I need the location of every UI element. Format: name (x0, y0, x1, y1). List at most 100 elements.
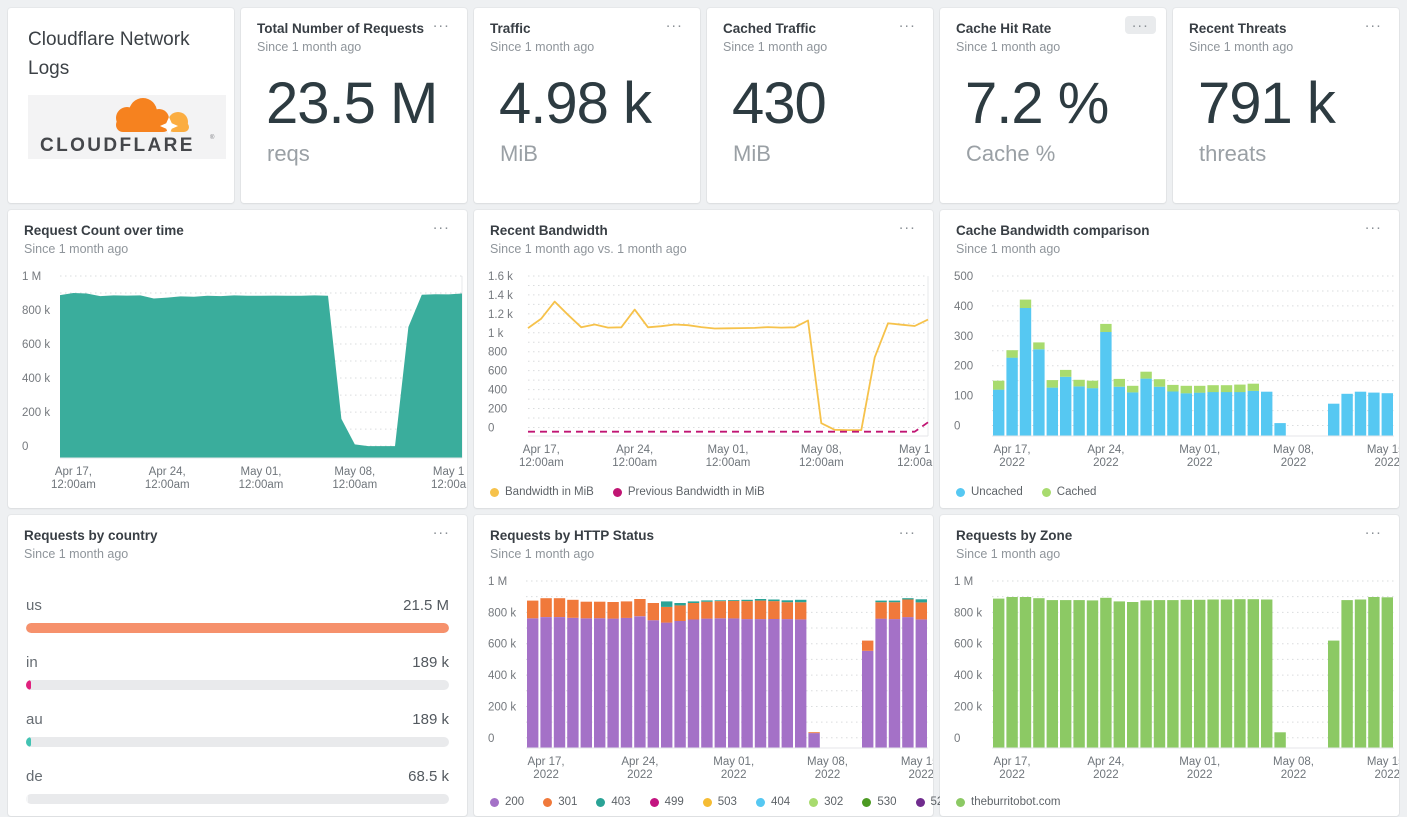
bar-segment (1194, 599, 1206, 748)
panel-menu-button[interactable]: ... (898, 521, 916, 538)
bar-segment (647, 603, 659, 621)
bar-segment (795, 599, 807, 603)
panel-menu-button[interactable]: ... (432, 521, 450, 538)
legend-item[interactable]: 403 (596, 796, 631, 808)
panel-menu-button[interactable]: ... (432, 14, 450, 31)
bar-segment (1220, 385, 1233, 393)
panel-menu-button[interactable]: ... (1124, 15, 1156, 34)
x-axis-tick: May 08, 12:00am (332, 466, 377, 491)
bar-segment (993, 380, 1005, 390)
bar-segment (1100, 331, 1112, 436)
legend-item[interactable]: 404 (755, 796, 791, 808)
bar-segment (567, 617, 579, 748)
legend-color-dot (1041, 487, 1051, 497)
bar-segment (1180, 599, 1192, 748)
legend-item[interactable]: 302 (809, 796, 843, 808)
bar-segment (540, 598, 552, 617)
request-count-chart[interactable]: 1 M 800 k 600 k 400 k 200 k 0 Apr 17, 12:00am Ap… (8, 266, 467, 496)
panel-title: Cached Traffic (723, 21, 817, 36)
panel-menu-button[interactable]: ... (898, 216, 916, 233)
cloudflare-cloud-icon (116, 98, 189, 135)
panel-menu-button[interactable]: ... (898, 14, 916, 31)
bar-segment (1046, 600, 1058, 748)
http-status-chart[interactable]: 1 M 800 k 600 k 400 k 200 k 0 Apr 17, 2022 Apr 2… (474, 571, 942, 786)
stat-unit: reqs (267, 141, 310, 166)
bar-segment (714, 600, 726, 602)
chart-legend: Uncached Cached (956, 486, 1391, 498)
x-axis-tick: May 15,2022 (1367, 756, 1399, 781)
requests-by-country-chart[interactable]: us 21.5 M in 189 k au 189 k de 68.5 k (8, 571, 467, 816)
panel-menu-button[interactable]: ... (1364, 216, 1382, 233)
bar-segment (1086, 388, 1099, 436)
bar-segment (1100, 323, 1112, 332)
legend-item[interactable]: Bandwidth in MiB (490, 486, 594, 498)
panel-title: Request Count over time (24, 223, 184, 238)
panel-title: Requests by Zone (956, 528, 1073, 543)
legend-item[interactable]: Cached (1041, 486, 1097, 498)
legend-item[interactable]: theburritobot.com (956, 796, 1061, 808)
panel-subtitle: Since 1 month ago (24, 547, 129, 561)
line-series (528, 421, 929, 433)
panel-menu-button[interactable]: ... (432, 216, 450, 233)
x-axis-tick: Apr 24, 2022 (1087, 444, 1124, 469)
stat-value: 4.98 k (499, 71, 652, 136)
recent-bandwidth-chart[interactable]: 1.6 k 1.4 k 1.2 k 1 k 800 600 400 200 0 Apr 17, 12… (474, 266, 933, 474)
legend-item[interactable]: 503 (702, 796, 737, 808)
cache-bandwidth-chart[interactable]: 500 400 300 200 100 0 Apr 17, 2022 Apr 24, 2022 Ma… (940, 266, 1407, 474)
legend-item[interactable]: 301 (543, 796, 577, 808)
country-bar-fill (26, 623, 449, 633)
y-axis-tick: 600 (488, 366, 507, 378)
y-axis-tick: 200 k (488, 701, 516, 713)
legend-color-dot (596, 797, 606, 807)
country-row: us 21.5 M (26, 597, 449, 633)
panel-cached-traffic: Cached Traffic Since 1 month ago ... 430… (707, 8, 933, 203)
chart-legend: Bandwidth in MiB Previous Bandwidth in Mi… (490, 486, 925, 498)
stat-unit: MiB (733, 141, 771, 166)
bar-segment (1046, 380, 1058, 388)
x-axis-tick: Apr 17, 2022 (994, 756, 1031, 781)
bar-segment (754, 599, 767, 601)
bar-segment (1086, 600, 1099, 748)
request-count-over-time-svg: 1 M 800 k 600 k 400 k 200 k 0 Apr 17, 12:00am Ap… (22, 271, 467, 491)
bar-segment (1046, 387, 1058, 436)
x-axis-tick: Apr 17, 12:00am (519, 444, 564, 469)
legend-label: 503 (717, 796, 737, 808)
requests-by-zone-chart[interactable]: 1 M 800 k 600 k 400 k 200 k 0 Apr 17, 2022 Apr 2… (940, 571, 1407, 786)
country-value: 68.5 k (408, 768, 449, 785)
bar-segment (1019, 597, 1032, 748)
bar-segment (862, 650, 874, 748)
panel-menu-button[interactable]: ... (665, 14, 683, 31)
legend-color-dot (649, 797, 659, 807)
bar-segment (1140, 371, 1152, 379)
panel-total-requests: Total Number of Requests Since 1 month a… (241, 8, 467, 203)
bar-segment (875, 600, 887, 603)
bar-segment (1006, 597, 1018, 748)
legend-item[interactable]: Previous Bandwidth in MiB (612, 486, 765, 498)
legend-label: Bandwidth in MiB (505, 486, 594, 498)
country-bar-fill (26, 794, 29, 804)
bar-segment (1127, 392, 1139, 436)
country-value: 189 k (412, 711, 449, 728)
y-axis-tick: 200 k (954, 701, 982, 713)
panel-menu-button[interactable]: ... (1364, 521, 1382, 538)
panel-title: Total Number of Requests (257, 21, 425, 36)
bar-segment (1180, 385, 1192, 394)
panel-menu-button[interactable]: ... (1364, 14, 1382, 31)
legend-item[interactable]: Uncached (956, 486, 1023, 498)
legend-item[interactable]: 530 (862, 796, 897, 808)
legend-item[interactable]: 200 (490, 796, 524, 808)
x-axis-tick: May 01, 12:00am (706, 444, 751, 469)
country-bar-fill (26, 737, 31, 747)
legend-item[interactable]: 499 (649, 796, 684, 808)
y-axis-tick: 0 (954, 421, 960, 433)
bar-segment (1033, 598, 1045, 748)
x-axis-tick: May 01, 2022 (713, 756, 754, 781)
panel-subtitle: Since 1 month ago (257, 40, 362, 54)
legend-label: 302 (824, 796, 844, 808)
bar-segment (1019, 299, 1032, 308)
legend-label: Cached (1056, 486, 1097, 498)
legend-label: 404 (770, 796, 791, 808)
bar-segment (1328, 403, 1340, 436)
bar-segment (634, 616, 646, 748)
y-axis-tick: 600 k (22, 339, 50, 351)
